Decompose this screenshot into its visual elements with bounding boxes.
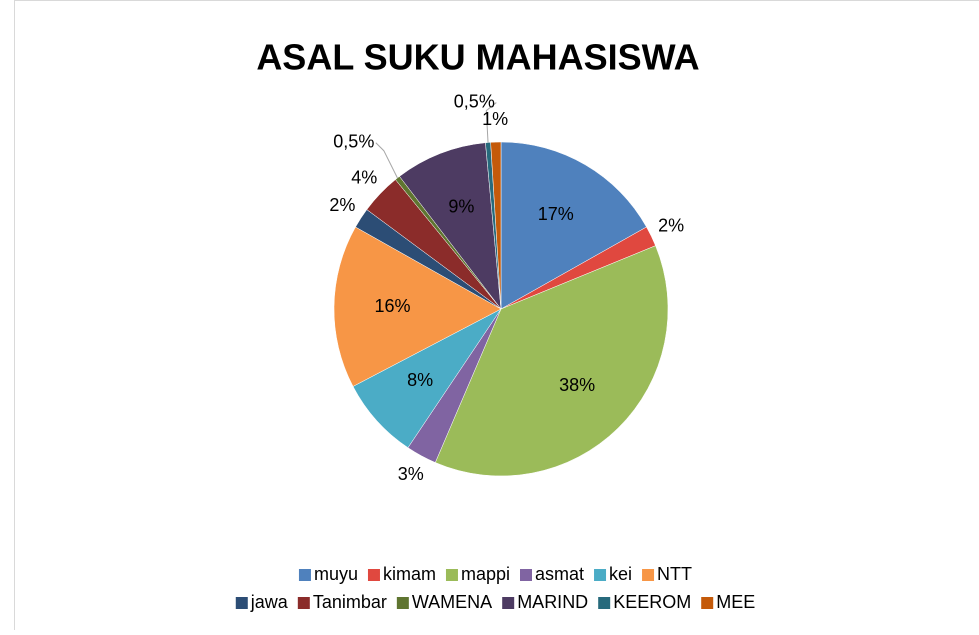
data-label: 2% xyxy=(329,195,355,215)
legend-swatch xyxy=(594,569,606,581)
legend-label: KEEROM xyxy=(613,592,691,612)
legend-label: kei xyxy=(609,564,632,584)
data-label: 2% xyxy=(658,215,684,235)
legend-swatch xyxy=(642,569,654,581)
legend-label: MARIND xyxy=(517,592,588,612)
data-label: 3% xyxy=(398,464,424,484)
legend-swatch xyxy=(299,569,311,581)
data-label: 4% xyxy=(351,167,377,187)
legend-label: MEE xyxy=(716,592,755,612)
legend-label: Tanimbar xyxy=(313,592,387,612)
legend-swatch xyxy=(520,569,532,581)
legend-swatch xyxy=(598,597,610,609)
legend-swatch xyxy=(236,597,248,609)
legend-swatch xyxy=(298,597,310,609)
legend-label: muyu xyxy=(314,564,358,584)
data-label: 38% xyxy=(559,375,595,395)
legend-swatch xyxy=(502,597,514,609)
data-label: 9% xyxy=(448,197,474,217)
data-label: 16% xyxy=(374,296,410,316)
data-label: 8% xyxy=(407,370,433,390)
legend-swatch xyxy=(701,597,713,609)
legend-label: NTT xyxy=(657,564,692,584)
legend-label: jawa xyxy=(250,592,289,612)
data-label: 0,5% xyxy=(333,131,374,151)
legend-label: asmat xyxy=(535,564,584,584)
legend-label: kimam xyxy=(383,564,436,584)
legend-swatch xyxy=(397,597,409,609)
legend-label: WAMENA xyxy=(412,592,492,612)
legend-label: mappi xyxy=(461,564,510,584)
chart-title: ASAL SUKU MAHASISWA xyxy=(256,37,699,78)
data-label: 1% xyxy=(482,109,508,129)
legend-swatch xyxy=(446,569,458,581)
legend-swatch xyxy=(368,569,380,581)
data-label: 17% xyxy=(538,204,574,224)
